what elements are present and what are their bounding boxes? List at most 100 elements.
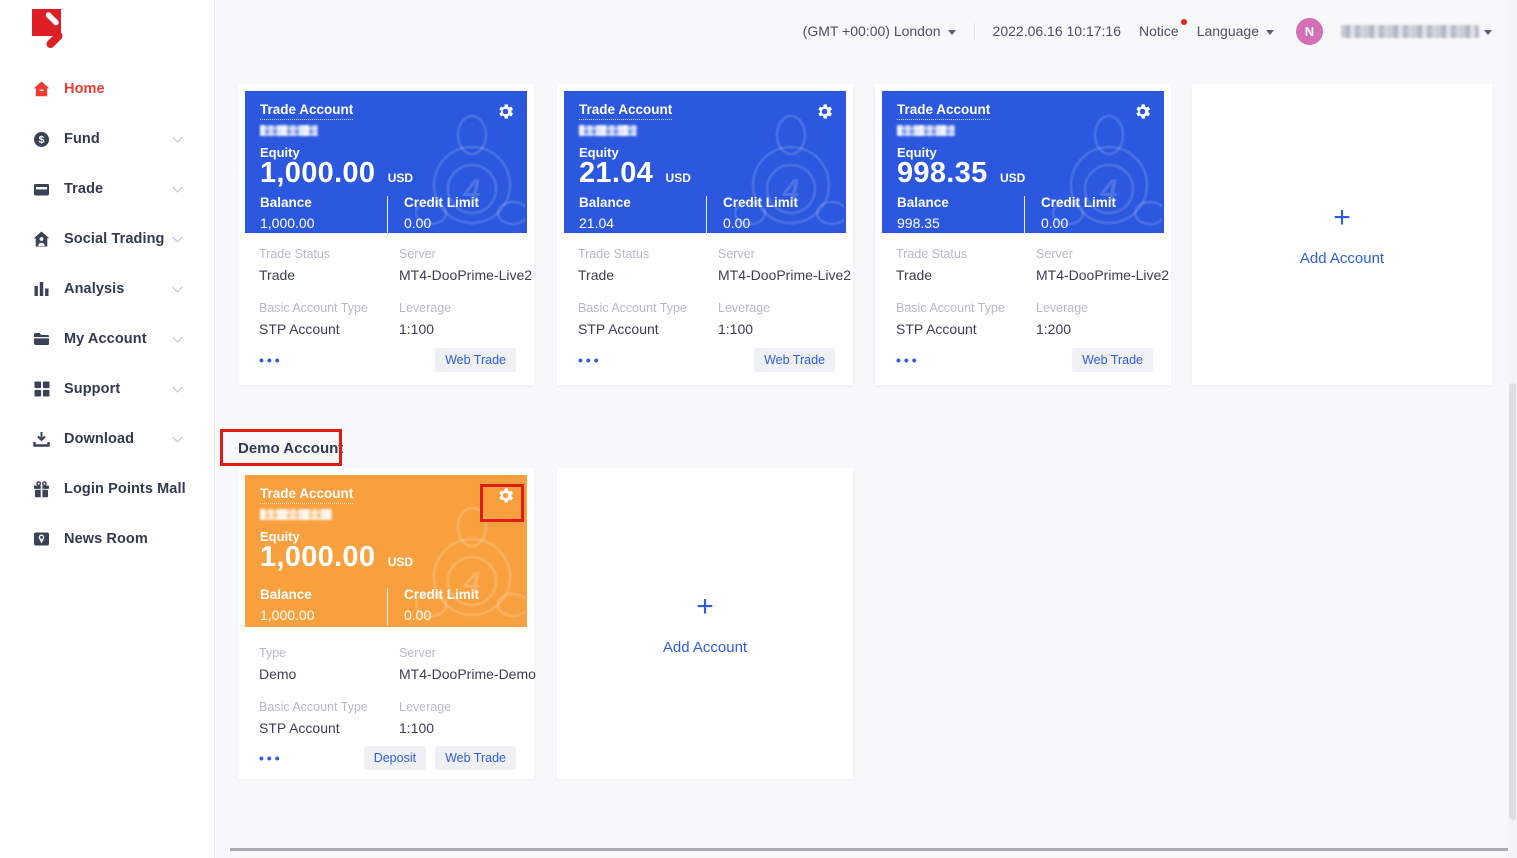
sidebar-item-download[interactable]: Download (0, 414, 214, 464)
sidebar-item-analysis[interactable]: Analysis (0, 264, 214, 314)
web-trade-button[interactable]: Web Trade (435, 348, 516, 372)
panel-divider (387, 588, 388, 625)
sidebar-item-label: Analysis (64, 281, 125, 297)
info-value: Trade (578, 267, 615, 283)
user-menu[interactable] (1341, 24, 1492, 38)
info-value: STP Account (259, 720, 340, 736)
credit-limit-label: Credit Limit (723, 195, 799, 210)
info-value: MT4-DooPrime-Live2 (718, 267, 852, 283)
wallet-icon (33, 181, 50, 198)
balance-label: Balance (579, 195, 631, 210)
info-value: STP Account (896, 321, 977, 337)
equity-label: Equity (260, 145, 300, 160)
horizontal-scrollbar-thumb[interactable] (230, 848, 1508, 851)
info-value: STP Account (259, 321, 340, 337)
more-options-button[interactable]: ••• (578, 352, 602, 368)
account-number-redacted (579, 125, 637, 136)
add-account-card[interactable]: + Add Account (1192, 84, 1492, 385)
balance-value: 21.04 (579, 215, 615, 231)
add-account-label: Add Account (662, 638, 748, 656)
sidebar-item-label: Fund (64, 131, 100, 147)
info-value: 1:100 (718, 321, 754, 337)
web-trade-button[interactable]: Web Trade (435, 746, 516, 770)
panel-divider (706, 196, 707, 233)
account-number-redacted (897, 125, 955, 136)
sidebar-item-label: My Account (64, 331, 147, 347)
info-label: Basic Account Type (259, 700, 368, 714)
chevron-down-icon (172, 282, 183, 293)
trade-account-title: Trade Account (260, 102, 354, 120)
trade-account-card-3: Trade Account Equity 998.35 USD Balance … (875, 84, 1171, 385)
currency-label: USD (665, 171, 691, 185)
add-account-label: Add Account (1299, 249, 1385, 267)
info-label: Leverage (1036, 301, 1089, 315)
equity-value: 1,000.00 (260, 541, 376, 573)
trade-account-title: Trade Account (260, 486, 354, 504)
more-options-button[interactable]: ••• (896, 352, 920, 368)
vertical-scrollbar-thumb[interactable] (1509, 383, 1516, 820)
bar-chart-icon (33, 281, 50, 298)
currency-label: USD (999, 171, 1026, 185)
notice-link[interactable]: Notice (1139, 19, 1187, 39)
topbar-divider (973, 22, 975, 40)
add-demo-account-card[interactable]: + Add Account (557, 468, 853, 779)
credit-limit-value: 0.00 (404, 215, 432, 231)
settings-gear-icon[interactable] (496, 102, 515, 121)
sidebar-item-label: News Room (64, 531, 148, 547)
vertical-scrollbar-track[interactable] (1508, 0, 1517, 858)
more-options-button[interactable]: ••• (259, 750, 283, 766)
sidebar-item-my-account[interactable]: My Account (0, 314, 214, 364)
settings-gear-icon[interactable] (815, 102, 834, 121)
trade-account-title: Trade Account (897, 102, 991, 120)
info-value: MT4-DooPrime-Live2 (1036, 267, 1170, 283)
settings-gear-icon[interactable] (1133, 102, 1152, 121)
balance-label: Balance (260, 587, 312, 602)
sidebar-item-social-trading[interactable]: Social Trading (0, 214, 214, 264)
sidebar-item-login-points-mall[interactable]: Login Points Mall (0, 464, 214, 514)
chevron-down-icon (172, 182, 183, 193)
avatar[interactable]: N (1296, 17, 1323, 45)
sidebar-item-label: Download (64, 431, 135, 447)
info-label: Type (259, 646, 287, 660)
sidebar-item-label: Support (64, 381, 121, 397)
topbar: (GMT +00:00) London 2022.06.16 10:17:16 … (803, 16, 1492, 46)
sidebar-item-support[interactable]: Support (0, 364, 214, 414)
sidebar-item-home[interactable]: Home (0, 64, 214, 114)
settings-gear-icon[interactable] (496, 486, 515, 505)
info-value: 1:100 (399, 321, 435, 337)
info-label: Server (718, 247, 755, 261)
web-trade-button[interactable]: Web Trade (1072, 348, 1153, 372)
chevron-down-icon (1266, 29, 1274, 35)
credit-limit-label: Credit Limit (404, 587, 480, 602)
info-value: Trade (259, 267, 296, 283)
social-trading-icon (33, 231, 50, 248)
timezone-selector[interactable]: (GMT +00:00) London (803, 23, 956, 39)
balance-label: Balance (260, 195, 312, 210)
info-label: Server (1036, 247, 1073, 261)
current-datetime: 2022.06.16 10:17:16 (993, 23, 1121, 39)
sidebar-item-trade[interactable]: Trade (0, 164, 214, 214)
sidebar-item-fund[interactable]: $ Fund (0, 114, 214, 164)
trade-account-card-2: Trade Account Equity 21.04 USD Balance 2… (557, 84, 853, 385)
demo-account-card: Trade Account Equity 1,000.00 USD Balanc… (238, 468, 536, 779)
web-trade-button[interactable]: Web Trade (754, 348, 835, 372)
account-number-redacted (260, 509, 332, 520)
chevron-down-icon (172, 132, 183, 143)
chevron-down-icon (172, 382, 183, 393)
info-value: 1:200 (1036, 321, 1072, 337)
equity-value: 998.35 (897, 157, 988, 189)
info-label: Trade Status (896, 247, 968, 261)
chevron-down-icon (172, 432, 183, 443)
currency-label: USD (387, 171, 414, 185)
language-selector[interactable]: Language (1197, 23, 1274, 39)
more-options-button[interactable]: ••• (259, 352, 283, 368)
sidebar-item-news-room[interactable]: News Room (0, 514, 214, 564)
balance-value: 1,000.00 (260, 215, 315, 231)
doo-prime-logo[interactable] (26, 6, 72, 56)
chevron-down-icon (947, 29, 956, 35)
equity-label: Equity (260, 529, 300, 544)
chevron-down-icon (172, 232, 183, 243)
deposit-button[interactable]: Deposit (363, 746, 427, 770)
account-summary-panel: Trade Account Equity 21.04 USD Balance 2… (564, 91, 846, 233)
info-value: Demo (259, 666, 297, 682)
